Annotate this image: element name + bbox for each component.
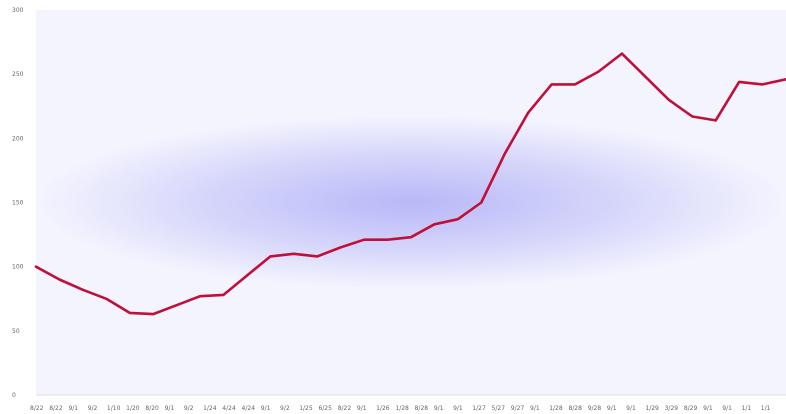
- data-point: [597, 70, 600, 73]
- x-tick-label: 1/25: [299, 405, 313, 412]
- data-point: [620, 52, 623, 55]
- x-tick-label: 8/29: [684, 405, 698, 412]
- x-tick-label: 9/1: [453, 405, 463, 412]
- x-tick-label: 9/27: [511, 405, 525, 412]
- data-point: [316, 255, 319, 258]
- x-tick-label: 5/27: [492, 405, 506, 412]
- y-axis-ticks: 0 50 100 150 200 250 300: [12, 7, 24, 399]
- data-point: [714, 119, 717, 122]
- x-tick-label: 9/2: [88, 405, 98, 412]
- data-point: [199, 295, 202, 298]
- data-point: [105, 297, 108, 300]
- x-tick-label: 8/22: [49, 405, 63, 412]
- y-tick-label: 200: [12, 135, 24, 142]
- data-point: [269, 255, 272, 258]
- data-point: [480, 201, 483, 204]
- data-point: [550, 83, 553, 86]
- x-tick-label: 9/2: [184, 405, 194, 412]
- x-tick-label: 4/24: [242, 405, 256, 412]
- x-tick-label: 9/1: [722, 405, 732, 412]
- x-tick-label: 8/22: [30, 405, 44, 412]
- x-tick-label: 8/22: [338, 405, 352, 412]
- data-point: [761, 83, 764, 86]
- x-axis-ticks: 8/22 8/22 9/1 9/2 1/10 1/20 8/20 9/1 9/2 1/24 4/24…: [30, 405, 771, 412]
- x-tick-label: 8/28: [568, 405, 582, 412]
- data-point: [152, 313, 155, 316]
- data-point: [574, 83, 577, 86]
- x-tick-label: 8/20: [145, 405, 159, 412]
- data-point: [433, 223, 436, 226]
- x-tick-label: 9/1: [357, 405, 367, 412]
- data-point: [691, 115, 694, 118]
- data-point: [667, 98, 670, 101]
- data-point: [738, 80, 741, 83]
- data-point: [245, 274, 248, 277]
- data-point: [292, 252, 295, 255]
- data-point: [222, 293, 225, 296]
- x-tick-label: 3/29: [665, 405, 679, 412]
- data-point: [128, 311, 131, 314]
- x-tick-label: 9/1: [530, 405, 540, 412]
- data-point: [527, 111, 530, 114]
- x-tick-label: 9/1: [261, 405, 271, 412]
- x-tick-label: 1/1: [761, 405, 771, 412]
- x-tick-label: 9/1: [434, 405, 444, 412]
- x-tick-label: 1/24: [203, 405, 217, 412]
- data-point: [175, 304, 178, 307]
- x-tick-label: 1/29: [645, 405, 659, 412]
- data-point: [81, 288, 84, 291]
- x-tick-label: 1/1: [742, 405, 752, 412]
- x-tick-label: 1/10: [107, 405, 121, 412]
- x-tick-label: 9/1: [703, 405, 713, 412]
- y-tick-label: 50: [12, 328, 20, 335]
- data-point: [456, 218, 459, 221]
- x-tick-label: 9/1: [626, 405, 636, 412]
- x-tick-label: 9/1: [68, 405, 78, 412]
- x-tick-label: 9/28: [588, 405, 602, 412]
- y-tick-label: 100: [12, 264, 24, 271]
- x-tick-label: 9/2: [280, 405, 290, 412]
- data-point: [410, 236, 412, 239]
- x-tick-label: 1/28: [395, 405, 409, 412]
- x-tick-label: 9/1: [607, 405, 617, 412]
- data-point: [503, 152, 506, 155]
- data-point: [35, 265, 37, 268]
- x-tick-label: 6/25: [318, 405, 332, 412]
- data-point: [644, 75, 647, 78]
- x-tick-label: 1/20: [126, 405, 140, 412]
- data-point: [58, 278, 61, 281]
- x-tick-label: 1/27: [472, 405, 486, 412]
- x-tick-label: 1/26: [376, 405, 390, 412]
- y-tick-label: 250: [12, 71, 24, 78]
- x-tick-label: 8/28: [415, 405, 429, 412]
- y-tick-label: 300: [12, 7, 24, 14]
- plot-background: [36, 10, 786, 395]
- series-layer: [34, 52, 786, 316]
- data-point: [363, 238, 366, 241]
- y-tick-label: 150: [12, 200, 24, 207]
- x-tick-label: 4/24: [222, 405, 236, 412]
- x-tick-label: 9/1: [165, 405, 175, 412]
- y-tick-label: 0: [12, 392, 16, 399]
- x-tick-label: 1/28: [549, 405, 563, 412]
- data-point: [386, 238, 389, 241]
- data-point: [339, 246, 342, 249]
